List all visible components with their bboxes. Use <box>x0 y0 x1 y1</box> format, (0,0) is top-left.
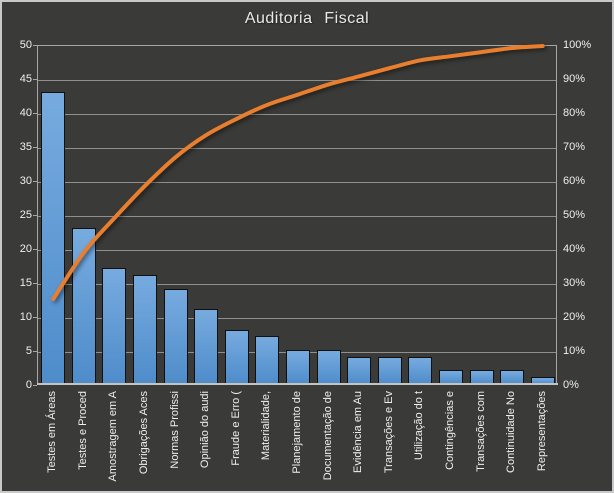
grid-line <box>38 250 556 251</box>
left-axis-tick-label: 30 <box>19 175 32 187</box>
left-axis-tick-label: 40 <box>19 107 32 119</box>
x-category-label: Transações e Ev <box>382 391 395 474</box>
x-category-label: Testes em Áreas <box>46 391 59 473</box>
x-category-label: Planejamento de <box>291 391 303 474</box>
right-axis-tick-label: 80% <box>563 107 586 119</box>
bar <box>530 377 555 384</box>
bar <box>377 356 402 384</box>
left-axis-tick-label: 20 <box>19 243 32 255</box>
x-category-label: Normas Profissi <box>168 391 181 469</box>
bar <box>286 350 310 384</box>
axis-tick-mark <box>33 181 37 182</box>
grid-line <box>38 284 556 285</box>
x-category-label: Evidência em Au <box>352 391 365 473</box>
axis-tick-mark <box>33 113 37 114</box>
bar <box>133 275 158 384</box>
plot-area <box>37 44 558 385</box>
cumulative-line-path <box>51 44 545 301</box>
bar <box>500 370 525 384</box>
x-category-label: Transações com <box>474 391 487 472</box>
right-axis-tick-label: 100% <box>563 39 592 51</box>
x-category-label: Fraude e Erro ( <box>229 391 242 466</box>
grid-line <box>38 148 556 149</box>
x-category-label: Materialidade, <box>260 391 273 461</box>
bar <box>163 288 188 384</box>
left-axis-tick-label: 25 <box>19 209 32 221</box>
grid-line <box>38 182 556 183</box>
bar <box>194 309 219 384</box>
right-axis-tick-label: 90% <box>563 73 586 85</box>
left-axis-tick-label: 10 <box>19 311 32 323</box>
right-axis-tick-label: 70% <box>563 141 586 153</box>
x-axis-line <box>37 383 558 385</box>
x-axis-labels: Testes em Áreas Testes e Proced Amostragem… <box>37 391 557 491</box>
right-axis-tick-label: 30% <box>563 277 586 289</box>
x-category-label: Documentação de <box>321 391 334 481</box>
left-axis-tick-label: 0 <box>25 379 32 391</box>
right-axis-tick-label: 20% <box>563 311 586 323</box>
left-axis-tick-label: 35 <box>19 141 32 153</box>
cumulative-line <box>51 44 545 301</box>
left-axis-tick-label: 45 <box>19 73 32 85</box>
chart-title: Auditoria Fiscal <box>244 10 370 27</box>
axis-tick-mark <box>33 351 37 352</box>
grid-line <box>38 216 556 217</box>
x-category-label: Continuidade No <box>505 391 518 473</box>
grid-line <box>38 114 556 115</box>
axis-tick-mark <box>33 215 37 216</box>
axis-tick-mark <box>33 385 37 386</box>
grid-line <box>38 80 556 81</box>
x-category-label: Representações <box>535 391 548 472</box>
axis-tick-mark <box>33 79 37 80</box>
bar <box>224 329 249 384</box>
bar <box>102 268 127 384</box>
bar <box>347 356 372 384</box>
bar <box>438 370 463 384</box>
x-category-label: Amostragem em A <box>107 391 120 482</box>
bar <box>316 350 341 384</box>
bar <box>408 356 433 384</box>
left-axis-tick-label: 15 <box>19 277 32 289</box>
bar <box>41 91 66 384</box>
x-category-label: Testes e Proced <box>76 391 89 470</box>
left-axis-tick-label: 50 <box>19 39 32 51</box>
axis-tick-mark <box>33 249 37 250</box>
x-category-label: Obrigações Aces <box>138 391 151 475</box>
right-axis-tick-label: 50% <box>563 209 586 221</box>
axis-tick-mark <box>33 283 37 284</box>
x-category-label: Utilização do t <box>413 391 426 461</box>
right-axis-tick-label: 10% <box>563 345 586 357</box>
axis-tick-mark <box>33 147 37 148</box>
x-category-label: Opinião do audi <box>199 391 212 469</box>
left-axis-tick-label: 5 <box>25 345 32 357</box>
x-category-label: Contingências e <box>443 391 456 470</box>
bar <box>255 336 280 384</box>
axis-tick-mark <box>33 45 37 46</box>
axis-tick-mark <box>33 317 37 318</box>
right-axis-tick-label: 40% <box>563 243 586 255</box>
right-axis-tick-label: 0% <box>563 379 579 391</box>
grid-line <box>38 318 556 319</box>
bar <box>469 370 494 384</box>
right-axis-tick-label: 60% <box>563 175 586 187</box>
